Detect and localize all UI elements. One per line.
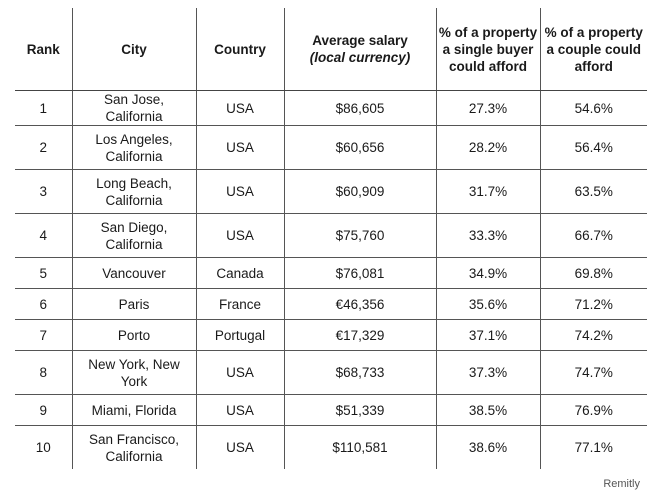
salary-cell: $60,909 xyxy=(283,169,436,214)
city-cell: San Francisco, California xyxy=(71,425,196,469)
single-cell: 34.9% xyxy=(435,257,540,289)
single-cell: 35.6% xyxy=(435,288,540,320)
header-salary-sub: (local currency) xyxy=(309,50,411,65)
table-row: 1 San Jose, California USA $86,605 27.3%… xyxy=(15,90,647,126)
salary-cell: €46,356 xyxy=(283,288,436,320)
brand-label: Remitly xyxy=(603,478,640,490)
table-row: 8 New York, New York USA $68,733 37.3% 7… xyxy=(15,350,647,395)
country-cell: Canada xyxy=(195,257,284,289)
header-salary: Average salary (local currency) xyxy=(283,8,436,91)
single-cell: 37.3% xyxy=(435,350,540,395)
rank-cell: 2 xyxy=(15,125,72,170)
table-row: 2 Los Angeles, California USA $60,656 28… xyxy=(15,125,647,170)
rank-cell: 4 xyxy=(15,213,72,258)
rank-cell: 6 xyxy=(15,288,72,320)
salary-cell: €17,329 xyxy=(283,319,436,351)
header-salary-label: Average salary xyxy=(312,33,408,48)
rank-cell: 10 xyxy=(35,440,51,455)
couple-cell: 66.7% xyxy=(539,213,647,258)
couple-cell: 76.9% xyxy=(539,394,647,426)
country-cell: USA xyxy=(195,125,284,170)
table-row: 3 Long Beach, California USA $60,909 31.… xyxy=(15,169,647,214)
single-cell: 28.2% xyxy=(435,125,540,170)
single-cell: 37.1% xyxy=(435,319,540,351)
city-cell: San Diego, California xyxy=(71,213,196,258)
affordability-table: Rank City Country Average salary (local … xyxy=(15,8,647,469)
couple-cell: 77.1% xyxy=(539,425,647,469)
salary-cell: $68,733 xyxy=(283,350,436,395)
rank-cell: 8 xyxy=(15,350,72,395)
table-row: 10 San Francisco, California USA $110,58… xyxy=(15,425,647,469)
city-cell: Paris xyxy=(71,288,196,320)
country-cell: USA xyxy=(195,394,284,426)
salary-cell: $110,581 xyxy=(283,425,436,469)
single-cell: 38.5% xyxy=(435,394,540,426)
country-cell: USA xyxy=(195,350,284,395)
country-cell: USA xyxy=(195,213,284,258)
salary-cell: $60,656 xyxy=(283,125,436,170)
header-city: City xyxy=(71,8,196,91)
country-cell: USA xyxy=(195,425,284,469)
city-cell: San Jose, California xyxy=(71,90,196,126)
country-cell: Portugal xyxy=(195,319,284,351)
header-rank: Rank xyxy=(15,8,72,91)
couple-cell: 74.7% xyxy=(539,350,647,395)
single-cell: 27.3% xyxy=(435,90,540,126)
rank-cell: 9 xyxy=(15,394,72,426)
country-cell: France xyxy=(195,288,284,320)
header-country: Country xyxy=(195,8,284,91)
couple-cell: 63.5% xyxy=(539,169,647,214)
single-cell: 33.3% xyxy=(435,213,540,258)
salary-cell: $76,081 xyxy=(283,257,436,289)
city-cell: Miami, Florida xyxy=(71,394,196,426)
header-single: % of a property a single buyer could aff… xyxy=(435,8,540,91)
rank-cell: 5 xyxy=(15,257,72,289)
header-row: Rank City Country Average salary (local … xyxy=(15,8,647,91)
country-cell: USA xyxy=(195,90,284,126)
salary-cell: $75,760 xyxy=(283,213,436,258)
city-cell: Vancouver xyxy=(71,257,196,289)
couple-cell: 69.8% xyxy=(539,257,647,289)
couple-cell: 71.2% xyxy=(539,288,647,320)
table-row: 7 Porto Portugal €17,329 37.1% 74.2% xyxy=(15,319,647,351)
city-cell: Los Angeles, California xyxy=(71,125,196,170)
salary-cell: $51,339 xyxy=(283,394,436,426)
table-row: 9 Miami, Florida USA $51,339 38.5% 76.9% xyxy=(15,394,647,426)
couple-cell: 74.2% xyxy=(539,319,647,351)
couple-cell: 54.6% xyxy=(539,90,647,126)
couple-cell: 56.4% xyxy=(539,125,647,170)
table-row: 4 San Diego, California USA $75,760 33.3… xyxy=(15,213,647,258)
salary-cell: $86,605 xyxy=(283,90,436,126)
city-cell: New York, New York xyxy=(71,350,196,395)
rank-cell: 3 xyxy=(15,169,72,214)
rank-cell: 7 xyxy=(15,319,72,351)
header-couple: % of a property a couple could afford xyxy=(539,8,647,91)
city-cell: Long Beach, California xyxy=(71,169,196,214)
table-row: 6 Paris France €46,356 35.6% 71.2% xyxy=(15,288,647,320)
country-cell: USA xyxy=(195,169,284,214)
single-cell: 31.7% xyxy=(435,169,540,214)
table-row: 5 Vancouver Canada $76,081 34.9% 69.8% xyxy=(15,257,647,289)
rank-cell: 1 xyxy=(15,90,72,126)
single-cell: 38.6% xyxy=(435,425,540,469)
city-cell: Porto xyxy=(71,319,196,351)
